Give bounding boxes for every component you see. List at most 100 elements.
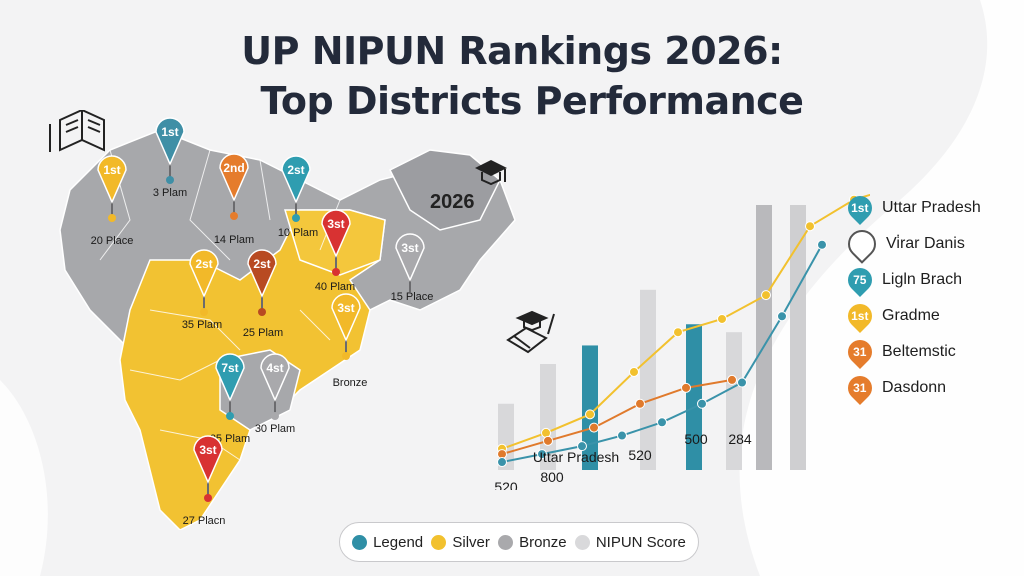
bar-label: Uttar Pradesh (533, 449, 619, 465)
map-pin[interactable]: 3st 40 Plam (315, 209, 355, 293)
map-pin[interactable]: 2st 25 Plam (243, 249, 283, 339)
ranking-label: Ligln Brach (882, 271, 963, 288)
pin-marker (331, 293, 361, 342)
map-pin[interactable]: 3st 15 Place (391, 233, 434, 303)
pin-marker (321, 209, 351, 258)
map-pin[interactable]: 3st 27 Placn (183, 435, 226, 527)
ranking-label: Gradme (882, 307, 940, 324)
legend-swatch (431, 534, 447, 550)
ranking-row[interactable]: 1st Gradme (820, 298, 1020, 334)
ranking-badge-text: 31 (853, 381, 867, 396)
pin-base (230, 212, 238, 220)
map-pin[interactable]: 2st 10 Plam (278, 155, 318, 239)
graduation-cap-icon (475, 160, 507, 186)
series-point (657, 417, 667, 428)
map-pin[interactable]: 3st Bronze (331, 293, 368, 389)
series-point (717, 313, 727, 324)
chart-bar (640, 289, 656, 470)
pin-base (342, 352, 350, 360)
legend-swatch (574, 534, 590, 550)
pin-base (108, 214, 116, 222)
series-point (817, 239, 827, 250)
ranking-badge: 1st (843, 299, 877, 333)
legend-item-silver[interactable]: Silver (431, 534, 490, 551)
pin-badge-text: 2st (195, 257, 212, 271)
series-point (537, 449, 547, 460)
diploma-icon (506, 310, 555, 354)
ranking-badge: 1st (843, 191, 877, 225)
ranking-row[interactable]: 75 Ligln Brach (820, 262, 1020, 298)
pin-label: 35 Plam (182, 319, 222, 331)
series-point (589, 422, 599, 433)
map-pin[interactable]: 1st 20 Place (91, 155, 134, 247)
pin-marker (193, 435, 223, 484)
bar-label: 800 (540, 469, 564, 485)
pin-base (332, 268, 340, 276)
map-pin[interactable]: 4st 30 Plam (255, 353, 295, 435)
chart-bars (498, 205, 806, 470)
map-pin[interactable]: 2nd 14 Plam (214, 153, 254, 246)
series-point (737, 377, 747, 388)
ranking-row[interactable]: 31 Beltemstic (820, 334, 1020, 370)
legend-item-legend[interactable]: Legend (352, 534, 423, 551)
map-pin[interactable]: 2st 35 Plam (182, 249, 222, 331)
pin-marker (260, 353, 290, 402)
pin-marker (189, 249, 219, 298)
performance-chart: 520 Uttar Pradesh 800 520 500 284 (494, 193, 870, 490)
map-pin[interactable]: 1st 3 Plam (153, 117, 187, 199)
pin-badge-text: 2st (253, 257, 270, 271)
pin-label: 27 Placn (183, 515, 226, 527)
rankings-list: 1st Uttar Pradesh Vi̇rar Danis 75 Ligln Brac… (820, 190, 1020, 406)
ranking-badge-text: 75 (853, 273, 867, 288)
legend-swatch (498, 534, 514, 550)
ranking-row[interactable]: 1st Uttar Pradesh (820, 190, 1020, 226)
ranking-badge-text: 31 (853, 345, 867, 360)
ranking-row[interactable]: 31 Dasdonn (820, 370, 1020, 406)
pin-label: 15 Place (391, 291, 434, 303)
pin-badge-text: 3st (401, 241, 418, 255)
ranking-row[interactable]: Vi̇rar Danis (820, 224, 1020, 264)
pin-badge-text: 3st (327, 217, 344, 231)
series-point (697, 398, 707, 409)
series-point (635, 398, 645, 409)
pin-label: 20 Place (91, 235, 134, 247)
pin-label: Bronze (333, 377, 368, 389)
legend-label: Silver (452, 533, 490, 551)
pin-base (258, 308, 266, 316)
pin-badge-text: 1st (161, 125, 178, 139)
ranking-badge-text: 1st (851, 201, 869, 215)
legend-label: NIPUN Score (595, 533, 686, 551)
ranking-badge: 31 (843, 371, 877, 405)
legend-item-bronze[interactable]: Bronze (498, 534, 567, 551)
legend-item-nipun-score[interactable]: NIPUN Score (574, 533, 686, 551)
legend-label: Legend (373, 533, 424, 551)
page-title: UP NIPUN Rankings 2026: Top Districts Pe… (0, 26, 1024, 126)
series-line (501, 193, 870, 450)
series-point (585, 409, 595, 420)
bar-label: 520 (494, 479, 518, 490)
pin-label: 40 Plam (315, 281, 355, 293)
series-point (577, 441, 587, 452)
ranking-badge: 75 (843, 263, 877, 297)
ranking-badge-text: 1st (851, 309, 869, 323)
ranking-label: Beltemstic (882, 343, 956, 360)
series-point (617, 430, 627, 441)
series-point (673, 327, 683, 338)
pin-badge-text: 1st (103, 163, 120, 177)
chart-legend: Legend Silver Bronze NIPUN Score (339, 522, 699, 562)
series-point (805, 221, 815, 232)
series-point (777, 311, 787, 322)
title-line-2: Top Districts Performance (260, 79, 804, 123)
pin-base (406, 292, 414, 300)
pin-marker (281, 155, 311, 204)
series-point (761, 290, 771, 301)
series-line (501, 378, 733, 456)
pin-marker (219, 153, 249, 202)
series-point (727, 374, 737, 385)
ranking-label: Uttar Pradesh (882, 199, 981, 216)
pin-label: 10 Plam (278, 227, 318, 239)
pin-badge-text: 2nd (223, 161, 244, 175)
pin-base (204, 494, 212, 502)
pin-label: 14 Plam (214, 234, 254, 246)
